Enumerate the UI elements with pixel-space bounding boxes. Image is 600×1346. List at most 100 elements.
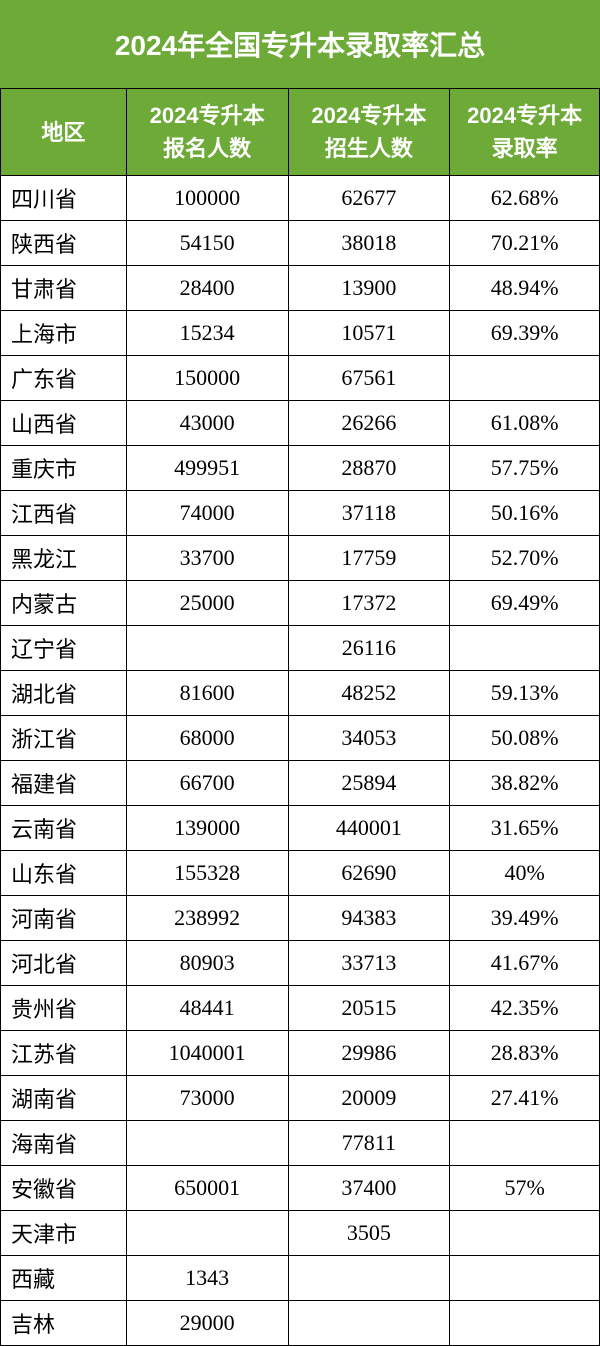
- table-row: 上海市152341057169.39%: [1, 311, 600, 356]
- cell-enrollment: 48252: [288, 671, 450, 716]
- cell-enrollment: 440001: [288, 806, 450, 851]
- table-title: 2024年全国专升本录取率汇总: [0, 0, 600, 88]
- cell-region: 吉林: [1, 1301, 127, 1346]
- cell-region: 湖南省: [1, 1076, 127, 1121]
- header-row: 地区 2024专升本报名人数 2024专升本招生人数 2024专升本录取率: [1, 89, 600, 176]
- table-row: 甘肃省284001390048.94%: [1, 266, 600, 311]
- cell-rate: 31.65%: [450, 806, 600, 851]
- cell-region: 重庆市: [1, 446, 127, 491]
- cell-enrollment: 26266: [288, 401, 450, 446]
- cell-enrollment: 37400: [288, 1166, 450, 1211]
- cell-enrollment: [288, 1301, 450, 1346]
- cell-enrollment: 20009: [288, 1076, 450, 1121]
- cell-region: 湖北省: [1, 671, 127, 716]
- table-row: 内蒙古250001737269.49%: [1, 581, 600, 626]
- admission-table: 地区 2024专升本报名人数 2024专升本招生人数 2024专升本录取率 四川…: [0, 88, 600, 1346]
- cell-enrollment: 94383: [288, 896, 450, 941]
- table-row: 黑龙江337001775952.70%: [1, 536, 600, 581]
- cell-rate: 69.39%: [450, 311, 600, 356]
- cell-region: 甘肃省: [1, 266, 127, 311]
- cell-rate: 41.67%: [450, 941, 600, 986]
- cell-enrollment: 28870: [288, 446, 450, 491]
- header-applicants: 2024专升本报名人数: [126, 89, 288, 176]
- cell-region: 西藏: [1, 1256, 127, 1301]
- cell-enrollment: 10571: [288, 311, 450, 356]
- cell-applicants: 139000: [126, 806, 288, 851]
- cell-rate: 28.83%: [450, 1031, 600, 1076]
- cell-region: 浙江省: [1, 716, 127, 761]
- cell-enrollment: 77811: [288, 1121, 450, 1166]
- table-row: 江苏省10400012998628.83%: [1, 1031, 600, 1076]
- cell-rate: 40%: [450, 851, 600, 896]
- table-row: 山西省430002626661.08%: [1, 401, 600, 446]
- cell-rate: 62.68%: [450, 176, 600, 221]
- cell-region: 贵州省: [1, 986, 127, 1031]
- cell-enrollment: 38018: [288, 221, 450, 266]
- cell-applicants: 80903: [126, 941, 288, 986]
- header-rate: 2024专升本录取率: [450, 89, 600, 176]
- cell-enrollment: 67561: [288, 356, 450, 401]
- table-row: 安徽省6500013740057%: [1, 1166, 600, 1211]
- cell-region: 上海市: [1, 311, 127, 356]
- cell-enrollment: 33713: [288, 941, 450, 986]
- cell-enrollment: 34053: [288, 716, 450, 761]
- table-row: 河南省2389929438339.49%: [1, 896, 600, 941]
- table-row: 浙江省680003405350.08%: [1, 716, 600, 761]
- table-row: 陕西省541503801870.21%: [1, 221, 600, 266]
- cell-applicants: 29000: [126, 1301, 288, 1346]
- cell-region: 山西省: [1, 401, 127, 446]
- cell-enrollment: 62690: [288, 851, 450, 896]
- table-row: 贵州省484412051542.35%: [1, 986, 600, 1031]
- table-row: 辽宁省26116: [1, 626, 600, 671]
- cell-enrollment: 20515: [288, 986, 450, 1031]
- table-row: 湖北省816004825259.13%: [1, 671, 600, 716]
- table-row: 重庆市4999512887057.75%: [1, 446, 600, 491]
- cell-applicants: 66700: [126, 761, 288, 806]
- cell-region: 安徽省: [1, 1166, 127, 1211]
- cell-enrollment: 62677: [288, 176, 450, 221]
- cell-applicants: 68000: [126, 716, 288, 761]
- cell-region: 辽宁省: [1, 626, 127, 671]
- cell-applicants: 54150: [126, 221, 288, 266]
- cell-applicants: 1343: [126, 1256, 288, 1301]
- cell-rate: [450, 356, 600, 401]
- cell-region: 福建省: [1, 761, 127, 806]
- cell-rate: 57%: [450, 1166, 600, 1211]
- cell-rate: 50.08%: [450, 716, 600, 761]
- cell-region: 河南省: [1, 896, 127, 941]
- cell-rate: [450, 626, 600, 671]
- cell-applicants: 650001: [126, 1166, 288, 1211]
- cell-applicants: 33700: [126, 536, 288, 581]
- cell-rate: 59.13%: [450, 671, 600, 716]
- cell-rate: 38.82%: [450, 761, 600, 806]
- cell-rate: [450, 1121, 600, 1166]
- table-row: 海南省77811: [1, 1121, 600, 1166]
- cell-rate: 42.35%: [450, 986, 600, 1031]
- cell-applicants: 15234: [126, 311, 288, 356]
- cell-rate: [450, 1256, 600, 1301]
- cell-applicants: [126, 1211, 288, 1256]
- cell-enrollment: 13900: [288, 266, 450, 311]
- table-row: 山东省1553286269040%: [1, 851, 600, 896]
- cell-enrollment: 17759: [288, 536, 450, 581]
- table-row: 云南省13900044000131.65%: [1, 806, 600, 851]
- cell-rate: 52.70%: [450, 536, 600, 581]
- cell-applicants: 28400: [126, 266, 288, 311]
- cell-rate: [450, 1301, 600, 1346]
- cell-region: 陕西省: [1, 221, 127, 266]
- cell-applicants: 48441: [126, 986, 288, 1031]
- cell-rate: 27.41%: [450, 1076, 600, 1121]
- header-enrollment: 2024专升本招生人数: [288, 89, 450, 176]
- cell-region: 天津市: [1, 1211, 127, 1256]
- cell-region: 河北省: [1, 941, 127, 986]
- cell-region: 内蒙古: [1, 581, 127, 626]
- cell-enrollment: 25894: [288, 761, 450, 806]
- table-body: 四川省1000006267762.68%陕西省541503801870.21%甘…: [1, 176, 600, 1346]
- table-row: 四川省1000006267762.68%: [1, 176, 600, 221]
- table-row: 湖南省730002000927.41%: [1, 1076, 600, 1121]
- cell-enrollment: 29986: [288, 1031, 450, 1076]
- cell-applicants: 100000: [126, 176, 288, 221]
- cell-enrollment: 17372: [288, 581, 450, 626]
- cell-applicants: 499951: [126, 446, 288, 491]
- cell-rate: 69.49%: [450, 581, 600, 626]
